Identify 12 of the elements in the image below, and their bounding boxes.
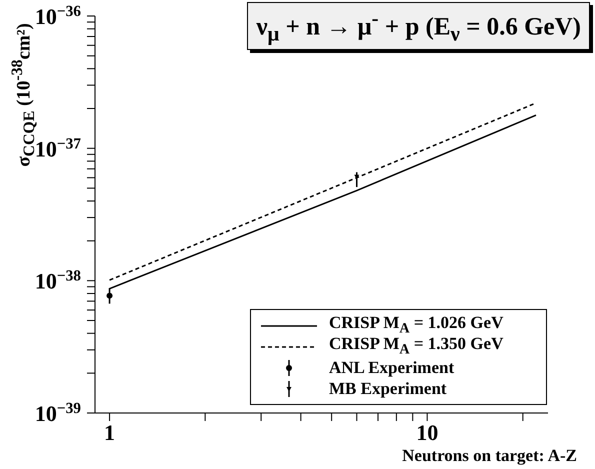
x-axis-title: Neutrons on target: A-Z — [402, 446, 577, 466]
y-tick-label: 10$^{−38}$ — [34, 267, 82, 294]
legend-label: ANL Experiment — [329, 358, 454, 378]
x-tick-label: 1 — [104, 420, 116, 445]
y-tick-label: 10$^{−39}$ — [34, 400, 82, 426]
x-tick-label: 10 — [416, 420, 438, 445]
legend-label: CRISP M$_{A}$ = 1.026 GeV — [329, 313, 504, 337]
legend-label: MB Experiment — [329, 378, 447, 398]
y-tick-label: 10$^{−37}$ — [34, 134, 82, 162]
legend-label: CRISP M$_{A}$ = 1.350 GeV — [329, 334, 504, 359]
y-tick-label: 10$^{−36}$ — [34, 2, 82, 29]
chart-title: ν$_{μ}$ + n → μ$^{-}$ + p (E$_{ν}$ = 0.6 GeV) — [247, 2, 590, 50]
